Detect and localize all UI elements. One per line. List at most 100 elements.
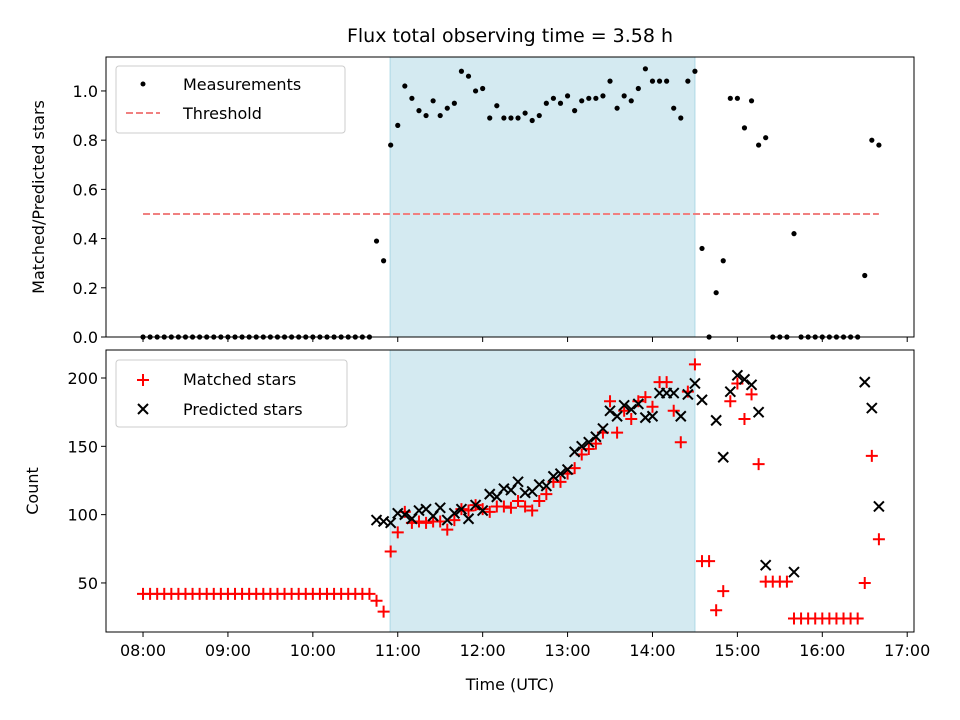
predicted-stars-point [462, 513, 475, 525]
y-tick-label: 50 [78, 574, 98, 593]
x-tick-label: 13:00 [545, 641, 591, 660]
legend-label-threshold: Threshold [182, 104, 262, 123]
x-tick-label: 11:00 [375, 641, 421, 660]
x-tick-label: 10:00 [290, 641, 336, 660]
predicted-stars-point [597, 422, 609, 435]
matched-stars-point [391, 526, 404, 539]
top-legend: Measurements Threshold [115, 65, 346, 134]
predicted-stars-point [873, 500, 885, 513]
matched-stars-point [872, 533, 885, 546]
matched-stars-point [441, 523, 454, 536]
measurement-point [501, 115, 507, 121]
matched-stars-point [660, 376, 673, 389]
measurement-point [649, 78, 656, 84]
predicted-stars-point [434, 502, 446, 514]
predicted-stars-point [484, 488, 496, 500]
matched-stars-point [554, 475, 567, 488]
predicted-stars-point [696, 394, 708, 406]
measurement-point [487, 115, 493, 121]
measurement-point [572, 108, 578, 114]
chart-title: Flux total observing time = 3.58 h [347, 25, 673, 47]
measurement-point [734, 95, 740, 101]
matched-stars-point [448, 514, 461, 527]
bottom-axes: 50 100 150 200 08:00 09:00 10:00 11:00 12:00 13:0… [67, 349, 930, 660]
measurement-point [508, 115, 514, 121]
measurement-point [373, 238, 380, 244]
predicted-stars-point [399, 508, 411, 521]
measurement-point [522, 110, 528, 116]
predicted-stars-point [717, 451, 729, 463]
matched-stars-point [384, 545, 397, 558]
predicted-stars-point [788, 566, 800, 578]
predicted-stars-point [667, 387, 680, 399]
predicted-stars-point [731, 369, 744, 381]
predicted-stars-point [576, 440, 588, 453]
measurement-point [741, 125, 748, 131]
matched-stars-point [639, 391, 652, 404]
matched-stars-point [865, 449, 878, 462]
matched-stars-point [858, 576, 871, 589]
top-axes: 0.0 0.2 0.4 0.6 0.8 1.0 [73, 56, 915, 347]
predicted-stars-point [675, 410, 687, 422]
predicted-stars-point [554, 467, 567, 480]
measurement-point [423, 112, 429, 119]
measurement-point [543, 100, 549, 106]
matched-stars-point [745, 388, 758, 401]
measurement-point [876, 142, 882, 148]
predicted-stars-point [540, 480, 553, 492]
predicted-stars-point [625, 403, 637, 416]
matched-stars-point [483, 505, 496, 518]
matched-stars-point [420, 516, 433, 529]
matched-stars-point [568, 462, 581, 475]
predicted-stars-point [611, 410, 623, 422]
measurement-point [536, 112, 542, 119]
predicted-stars-point [618, 399, 630, 412]
measurement-point [713, 290, 719, 296]
bottom-ylabel: Count [23, 467, 42, 515]
measurement-point [635, 85, 641, 92]
measurement-point [430, 98, 436, 104]
matched-stars-point [710, 604, 723, 617]
measurement-point [409, 95, 415, 101]
measurement-point [579, 98, 585, 104]
matched-stars-point [851, 612, 864, 625]
measurement-point [869, 137, 875, 143]
y-tick-label: 1.0 [73, 82, 98, 101]
matched-stars-point [462, 504, 475, 517]
measurement-point [720, 258, 726, 264]
matched-stars-point [370, 594, 383, 607]
measurement-point [515, 115, 521, 121]
measurement-point [564, 93, 571, 99]
matched-stars-point [526, 504, 539, 517]
matched-stars-point [752, 458, 765, 471]
matched-stars-point [724, 395, 737, 408]
measurement-point [664, 78, 670, 84]
measurement-point [529, 117, 535, 124]
measurement-point [727, 95, 733, 101]
predicted-stars-point [469, 499, 482, 511]
measurement-point [416, 108, 422, 114]
matched-stars-point [667, 404, 680, 417]
predicted-stars-point [568, 446, 581, 458]
measurement-point [593, 95, 599, 101]
legend-marker-measurements [140, 81, 146, 87]
matched-stars-point [604, 395, 617, 408]
measurement-point [791, 231, 797, 237]
matched-stars-point [738, 412, 751, 425]
measurement-point [451, 100, 457, 106]
predicted-stars-point [689, 377, 701, 390]
measurement-point [692, 68, 698, 74]
matched-stars-point [533, 494, 546, 507]
matched-stars-point [703, 555, 716, 568]
measurement-point [656, 78, 663, 84]
predicted-stars-point [859, 376, 871, 388]
measurement-point [550, 95, 557, 101]
x-tick-label: 15:00 [714, 641, 760, 660]
matched-stars-point [434, 515, 447, 528]
matched-stars-point [589, 437, 602, 450]
measurement-point [621, 93, 627, 99]
measurement-point [607, 78, 613, 84]
observing-window-shade [389, 56, 696, 338]
legend-marker-predicted [137, 403, 149, 415]
